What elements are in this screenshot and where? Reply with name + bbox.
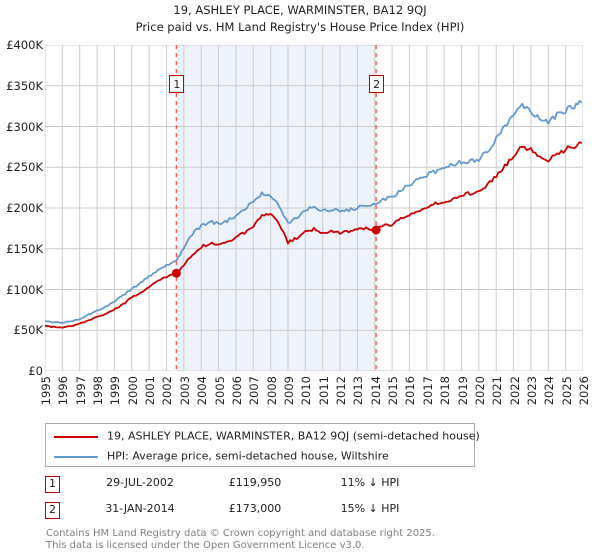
x-axis-tick-label: 2020 <box>472 376 487 406</box>
x-axis-tick-label: 2002 <box>160 376 175 406</box>
x-axis-tick-label: 2010 <box>299 376 314 406</box>
x-axis-tick-label: 2024 <box>542 376 557 406</box>
x-axis-tick-label: 2016 <box>403 376 418 406</box>
chart-legend: 19, ASHLEY PLACE, WARMINSTER, BA12 9QJ (… <box>45 423 480 467</box>
x-axis-tick-label: 2000 <box>125 376 140 406</box>
y-axis-tick-label: £400K <box>6 38 43 52</box>
x-axis-tick-label: 2005 <box>212 376 227 406</box>
x-axis-tick-label: 2014 <box>368 376 383 406</box>
transaction-hpi-delta: 11% ↓ HPI <box>340 476 400 489</box>
legend-item-property: 19, ASHLEY PLACE, WARMINSTER, BA12 9QJ (… <box>54 425 480 447</box>
footer-attribution: Contains HM Land Registry data © Crown c… <box>46 528 586 551</box>
x-axis-tick-label: 2004 <box>195 376 210 406</box>
chart-marker-flag-2: 2 <box>369 75 385 93</box>
transaction-price: £119,950 <box>228 476 282 489</box>
x-axis-tick-label: 2021 <box>490 376 505 406</box>
x-axis-tick-label: 2009 <box>281 376 296 406</box>
x-axis-tick-label: 2008 <box>264 376 279 406</box>
x-axis-tick-label: 2006 <box>229 376 244 406</box>
x-axis-tick-label: 2012 <box>334 376 349 406</box>
x-axis-tick-label: 2026 <box>577 376 591 406</box>
x-axis-tick-label: 1998 <box>91 376 106 406</box>
x-axis-tick-label: 2013 <box>351 376 366 406</box>
y-axis-tick-label: £100K <box>6 282 43 297</box>
legend-swatch-property <box>54 435 98 438</box>
y-axis-tick-label: £350K <box>6 78 43 93</box>
x-axis-tick-label: 1999 <box>108 376 123 406</box>
x-axis-tick-label: 2019 <box>455 376 470 406</box>
y-axis-tick-label: £250K <box>6 160 43 175</box>
x-axis-tick-label: 2015 <box>386 376 401 406</box>
y-axis-tick-label: £200K <box>6 201 43 215</box>
x-axis-tick-label: 2011 <box>316 376 331 406</box>
transaction-index-badge: 2 <box>45 502 60 519</box>
y-axis-tick-label: £50K <box>13 323 44 338</box>
x-axis-tick-label: 2025 <box>559 376 574 406</box>
x-axis-tick-label: 2007 <box>247 376 262 406</box>
event-marker-dot <box>171 268 181 278</box>
y-axis-tick-label: £0 <box>28 364 43 378</box>
event-marker-dot <box>371 225 381 235</box>
legend-swatch-hpi <box>54 455 98 458</box>
x-axis-tick-label: 2001 <box>143 376 158 406</box>
title-line-1: 19, ASHLEY PLACE, WARMINSTER, BA12 9QJ <box>173 3 427 17</box>
transaction-hpi-delta: 15% ↓ HPI <box>340 502 400 515</box>
price-history-chart <box>45 45 583 371</box>
series-line-property <box>45 141 583 329</box>
x-axis-tick-label: 2003 <box>177 376 192 406</box>
x-axis-tick-label: 2023 <box>524 376 539 406</box>
series-line-hpi <box>45 99 583 324</box>
chart-plot-svg <box>45 45 583 371</box>
transaction-date: 29-JUL-2002 <box>106 476 174 489</box>
x-axis-tick-label: 2017 <box>420 376 435 406</box>
legend-item-hpi: HPI: Average price, semi-detached house,… <box>54 445 389 467</box>
transaction-price: £173,000 <box>228 502 282 515</box>
x-axis-tick-label: 2018 <box>438 376 453 406</box>
y-axis-tick-label: £300K <box>6 119 43 134</box>
x-axis-tick-label: 1997 <box>73 376 88 406</box>
x-axis-tick-label: 2022 <box>507 376 522 406</box>
footer-line-1: Contains HM Land Registry data © Crown c… <box>46 528 435 539</box>
y-axis-tick-label: £150K <box>6 241 43 256</box>
legend-label-hpi: HPI: Average price, semi-detached house,… <box>107 449 389 463</box>
legend-label-property: 19, ASHLEY PLACE, WARMINSTER, BA12 9QJ (… <box>107 429 480 443</box>
footer-line-2: This data is licensed under the Open Gov… <box>46 539 365 551</box>
transaction-date: 31-JAN-2014 <box>105 502 175 515</box>
title-line-2: Price paid vs. HM Land Registry's House … <box>135 20 465 34</box>
transaction-index-badge: 1 <box>45 476 60 493</box>
x-axis-tick-label: 1995 <box>39 376 53 406</box>
chart-marker-flag-1: 1 <box>169 75 185 93</box>
page-title: 19, ASHLEY PLACE, WARMINSTER, BA12 9QJ P… <box>0 2 600 36</box>
x-axis-tick-label: 1996 <box>56 376 71 406</box>
